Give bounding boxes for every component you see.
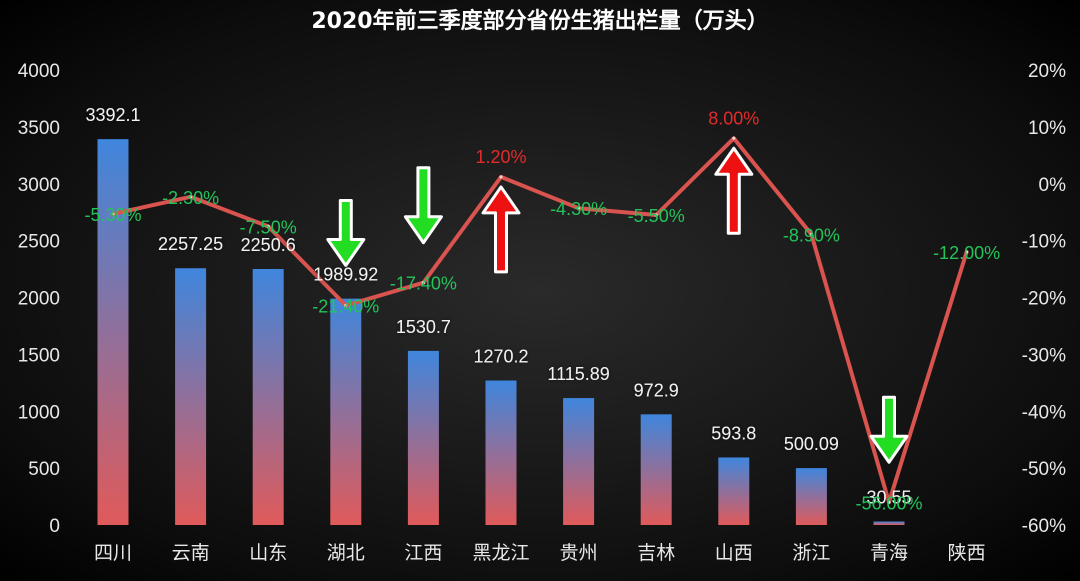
line-value-label: -21.40%: [312, 296, 379, 316]
line-point: [654, 213, 658, 217]
x-category-label: 青海: [870, 542, 908, 564]
line-value-label: -7.50%: [240, 217, 297, 237]
line-value-label: -8.90%: [783, 225, 840, 245]
y-left-tick-label: 3000: [18, 175, 60, 196]
y-right-tick-label: 10%: [1028, 118, 1066, 139]
line-point: [732, 136, 736, 140]
bar: [640, 414, 672, 525]
line-value-label: -2.30%: [162, 188, 219, 208]
bar-value-label: 2257.25: [158, 234, 223, 254]
x-category-label: 四川: [94, 542, 132, 564]
y-left-tick-label: 500: [28, 459, 60, 480]
x-category-label: 陕西: [948, 542, 986, 564]
y-right-tick-label: 0%: [1039, 175, 1067, 196]
line-value-label: -12.00%: [933, 243, 1000, 263]
bar: [252, 268, 284, 525]
x-axis-categories: 四川 云南 山东 湖北 江西 黑龙江 贵州 吉林 山西 浙江 青海 陕西: [94, 542, 986, 564]
line-value-label: -56.00%: [855, 493, 922, 513]
x-category-label: 湖北: [327, 542, 365, 564]
bar: [485, 380, 517, 525]
line-point: [111, 212, 115, 216]
up-arrow-icon: [481, 185, 521, 274]
line-value-label: -17.40%: [390, 274, 457, 294]
line-value-label: -4.30%: [550, 199, 607, 219]
bar: [873, 521, 905, 525]
bar-value-label: 593.8: [711, 423, 756, 443]
line-value-label: -5.50%: [628, 206, 685, 226]
bar-value-label: 30.55: [866, 488, 911, 508]
data-labels: 3392.1 2257.25 2250.6 1989.92 1530.7 1270.2 11…: [84, 105, 1000, 513]
line-point: [809, 232, 814, 236]
y-right-tick-label: -50%: [1022, 459, 1066, 480]
y-left-tick-label: 2000: [18, 289, 60, 310]
bar: [795, 468, 827, 525]
bar-value-label: 1989.92: [313, 265, 378, 285]
bar-value-label: 2250.6: [241, 235, 296, 255]
line-series: [111, 136, 969, 505]
down-arrow-icon: [869, 395, 909, 464]
y-right-tick-label: -20%: [1022, 289, 1066, 310]
up-arrow-icon: [714, 146, 754, 235]
y-left-tick-label: 3500: [18, 118, 60, 139]
right-axis: -60% -50% -40% -30% -20% -10% 0% 10% 20%: [1022, 61, 1066, 537]
bar-value-label: 1530.7: [396, 317, 451, 337]
y-left-tick-label: 4000: [18, 61, 60, 82]
bar-value-label: 500.09: [784, 434, 839, 454]
y-left-tick-label: 1000: [18, 402, 60, 423]
left-axis: 0 500 1000 1500 2000 2500 3000 3500 4000: [18, 61, 60, 537]
x-category-label: 黑龙江: [472, 542, 529, 564]
y-left-tick-label: 0: [49, 516, 60, 537]
y-right-tick-label: -60%: [1022, 516, 1066, 537]
line-point: [499, 175, 503, 179]
x-category-label: 吉林: [637, 542, 675, 564]
y-left-tick-label: 2500: [18, 232, 60, 253]
bar: [97, 139, 129, 525]
bar-value-label: 972.9: [634, 380, 679, 400]
y-right-tick-label: -30%: [1022, 345, 1066, 366]
bar: [718, 457, 750, 525]
x-category-label: 山西: [715, 542, 753, 564]
x-category-label: 江西: [404, 542, 442, 564]
y-left-tick-label: 1500: [18, 345, 60, 366]
line-point: [965, 250, 969, 254]
line-value-label: -5.30%: [84, 205, 141, 225]
x-category-label: 贵州: [560, 542, 598, 564]
bar-series: [97, 139, 905, 525]
line-point: [189, 195, 193, 199]
arrow-annotations: [326, 146, 909, 464]
line-path: [111, 136, 969, 505]
line-point: [266, 224, 270, 229]
x-category-label: 山东: [249, 542, 287, 564]
line-point: [577, 206, 581, 210]
x-category-label: 云南: [172, 542, 210, 564]
bar-value-label: 3392.1: [85, 105, 140, 125]
line-point: [344, 303, 348, 308]
bar-value-label: 1115.89: [547, 364, 609, 384]
bar: [407, 350, 439, 525]
down-arrow-icon: [403, 166, 443, 245]
down-arrow-icon: [326, 198, 366, 267]
bar-value-label: 1270.2: [473, 347, 528, 367]
y-right-tick-label: -40%: [1022, 402, 1066, 423]
line-value-label: 1.20%: [475, 147, 526, 167]
y-right-tick-label: -10%: [1022, 232, 1066, 253]
chart-title: 2020年前三季度部分省份生猪出栏量（万头）: [311, 8, 768, 34]
bar: [330, 298, 362, 525]
x-category-label: 浙江: [792, 542, 830, 564]
line-point: [887, 500, 891, 504]
line-point: [421, 281, 425, 285]
bar: [175, 268, 207, 525]
y-right-tick-label: 20%: [1028, 61, 1066, 82]
line-value-label: 8.00%: [708, 108, 759, 128]
bar: [563, 398, 595, 525]
